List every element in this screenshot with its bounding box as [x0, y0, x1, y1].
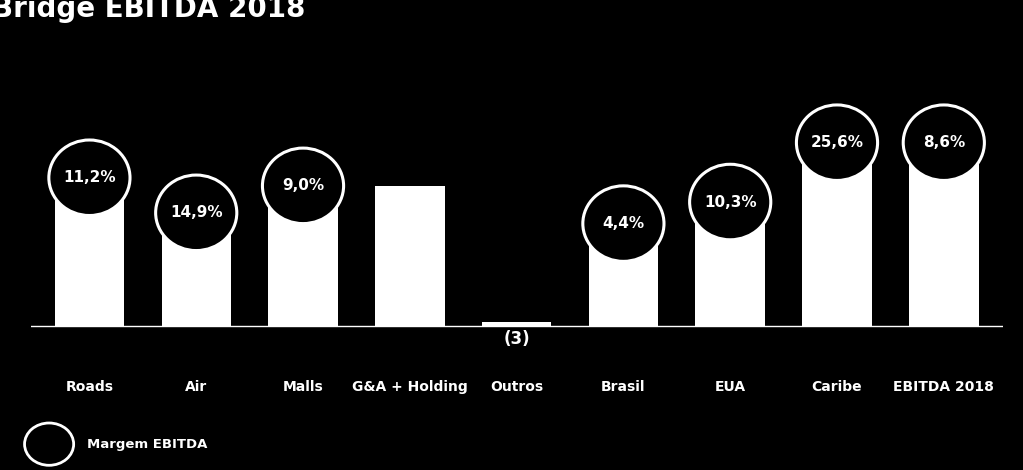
Text: Bridge EBITDA 2018: Bridge EBITDA 2018: [0, 0, 305, 24]
Bar: [482, 322, 551, 326]
Text: Air: Air: [185, 380, 208, 394]
Bar: [588, 224, 658, 326]
Bar: [909, 143, 979, 326]
Text: 9,0%: 9,0%: [282, 178, 324, 193]
Bar: [54, 178, 124, 326]
Text: 4,4%: 4,4%: [603, 216, 644, 231]
Bar: [802, 143, 872, 326]
Text: 8,6%: 8,6%: [923, 135, 965, 150]
Text: EUA: EUA: [715, 380, 746, 394]
Text: Roads: Roads: [65, 380, 114, 394]
Text: Caribe: Caribe: [811, 380, 862, 394]
Text: 25,6%: 25,6%: [810, 135, 863, 150]
Bar: [375, 186, 445, 326]
Ellipse shape: [583, 186, 664, 261]
Text: Margem EBITDA: Margem EBITDA: [87, 438, 208, 451]
Ellipse shape: [155, 175, 236, 251]
Ellipse shape: [690, 164, 770, 240]
Text: Outros: Outros: [490, 380, 543, 394]
Text: 10,3%: 10,3%: [704, 195, 757, 210]
Text: 14,9%: 14,9%: [170, 205, 223, 220]
Ellipse shape: [797, 105, 878, 180]
Text: Brasil: Brasil: [602, 380, 646, 394]
Ellipse shape: [903, 105, 984, 180]
Text: (3): (3): [503, 330, 530, 348]
Text: 11,2%: 11,2%: [63, 170, 116, 185]
Text: Malls: Malls: [282, 380, 323, 394]
Bar: [696, 202, 765, 326]
Bar: [162, 213, 231, 326]
Ellipse shape: [49, 140, 130, 216]
Text: G&A + Holding: G&A + Holding: [352, 380, 468, 394]
Bar: [268, 186, 338, 326]
Ellipse shape: [263, 148, 344, 224]
Text: EBITDA 2018: EBITDA 2018: [893, 380, 994, 394]
